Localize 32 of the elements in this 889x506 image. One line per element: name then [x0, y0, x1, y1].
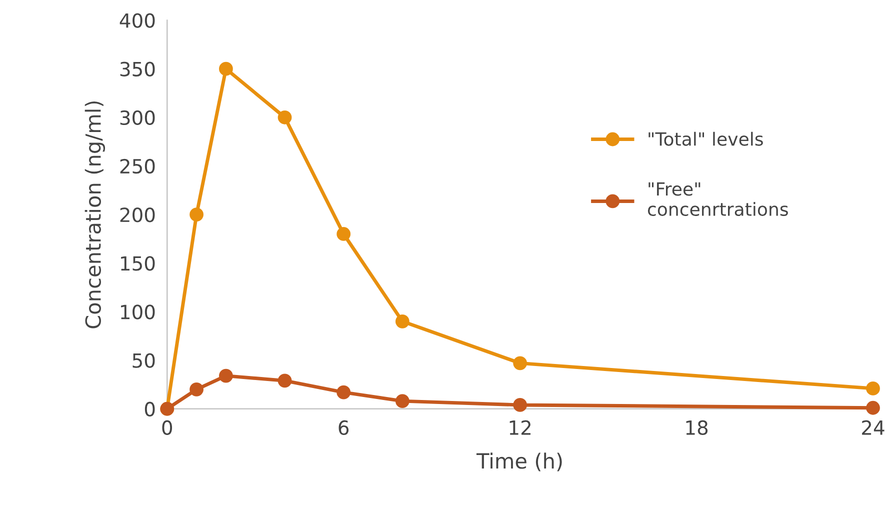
point	[219, 62, 233, 76]
point	[190, 382, 204, 396]
y-tick-label: 250	[120, 158, 155, 174]
point	[866, 400, 880, 415]
y-tick-label: 400	[120, 13, 155, 28]
point	[278, 374, 292, 388]
y-tick-label: 200	[120, 208, 155, 222]
point	[190, 208, 204, 222]
x-tick-label: 0	[162, 420, 172, 436]
point	[336, 385, 351, 400]
y-axis-title: Concentration (ng/ml)	[84, 101, 106, 328]
point	[278, 110, 292, 124]
y-tick-label: 300	[120, 110, 155, 126]
point	[395, 394, 410, 408]
y-tick-label: 50	[132, 353, 155, 368]
x-tick-label: 18	[686, 420, 708, 436]
x-tick-label: 24	[862, 420, 884, 435]
x-axis-title: Time (h)	[476, 452, 562, 472]
y-tick-label: 150	[121, 256, 155, 271]
point	[513, 356, 528, 370]
point	[513, 398, 528, 412]
point	[336, 227, 351, 241]
point	[395, 314, 410, 328]
y-tick-label: 100	[121, 304, 155, 320]
point	[219, 368, 233, 383]
legend-label: "Total" levels	[648, 132, 763, 146]
x-tick-label: 6	[338, 420, 349, 436]
x-tick-label: 12	[510, 420, 530, 435]
y-tick-label: 350	[120, 62, 155, 76]
point	[866, 382, 880, 396]
legend-label: "Free" concenrtrations	[648, 182, 788, 216]
y-tick-label: 0	[144, 402, 155, 417]
